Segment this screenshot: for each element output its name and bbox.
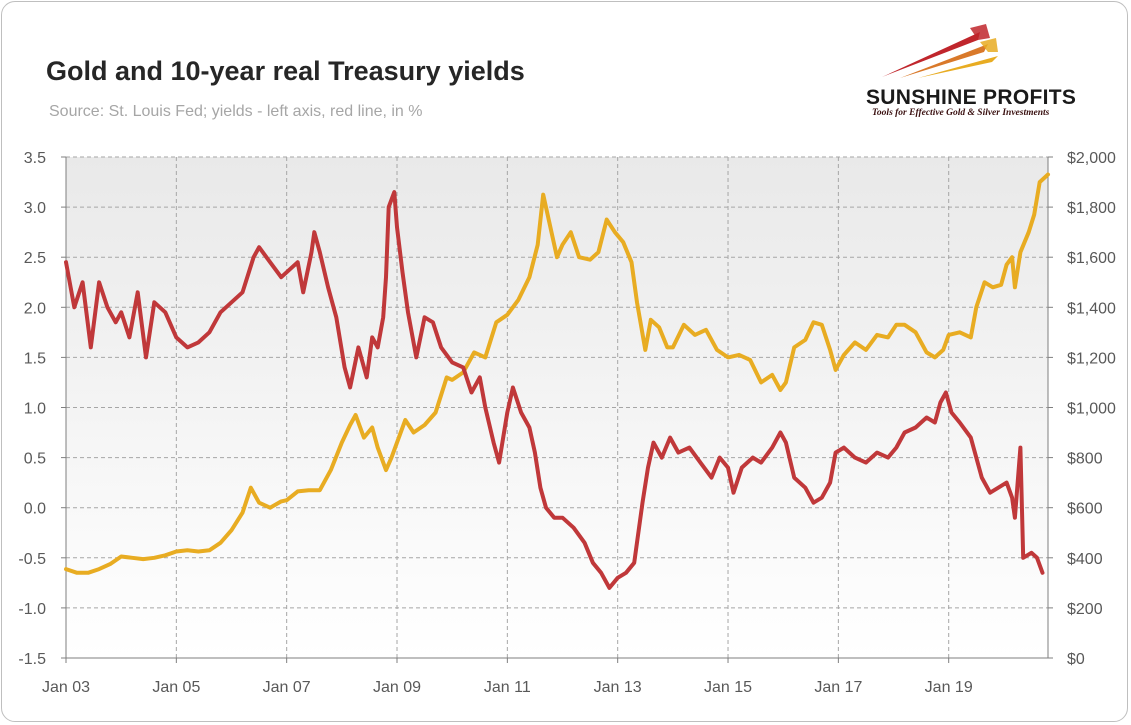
x-tick-label: Jan 11	[484, 679, 531, 696]
y-right-tick-label: $0	[1067, 651, 1085, 668]
y-right-tick-label: $1,000	[1067, 401, 1116, 418]
y-right-tick-label: $400	[1067, 551, 1103, 568]
x-tick-label: Jan 13	[594, 679, 642, 696]
y-right-tick-label: $1,200	[1067, 350, 1116, 367]
chart-subtitle: Source: St. Louis Fed; yields - left axi…	[49, 103, 423, 120]
y-left-tick-label: 3.0	[24, 200, 46, 217]
chart-title: Gold and 10-year real Treasury yields	[46, 56, 525, 86]
logo-name: SUNSHINE PROFITS	[866, 86, 1077, 109]
y-left-tick-label: -0.5	[18, 551, 46, 568]
logo-tagline: Tools for Effective Gold & Silver Invest…	[872, 108, 1050, 118]
sunshine-profits-logo-icon	[882, 24, 998, 78]
gold-price-line	[64, 172, 1050, 575]
y-left-tick-label: -1.5	[18, 651, 46, 668]
y-right-tick-label: $1,600	[1067, 250, 1116, 267]
y-left-tick-label: 1.0	[24, 401, 46, 418]
y-left-tick-label: -1.0	[18, 601, 46, 618]
y-right-tick-label: $2,000	[1067, 150, 1116, 167]
y-right-tick-label: $800	[1067, 451, 1103, 468]
x-tick-label: Jan 19	[925, 679, 973, 696]
x-tick-label: Jan 15	[704, 679, 752, 696]
y-left-tick-label: 2.0	[24, 300, 46, 317]
x-tick-label: Jan 17	[814, 679, 862, 696]
y-left-tick-label: 2.5	[24, 250, 46, 267]
y-left-tick-label: 0.5	[24, 451, 46, 468]
y-left-tick-label: 1.5	[24, 350, 46, 367]
x-tick-label: Jan 07	[263, 679, 311, 696]
y-right-tick-label: $600	[1067, 501, 1103, 518]
y-left-tick-label: 3.5	[24, 150, 46, 167]
y-right-tick-label: $200	[1067, 601, 1103, 618]
y-left-tick-label: 0.0	[24, 501, 46, 518]
x-tick-label: Jan 03	[42, 679, 90, 696]
x-tick-label: Jan 05	[152, 679, 200, 696]
y-right-tick-label: $1,800	[1067, 200, 1116, 217]
yield-line	[64, 190, 1045, 590]
x-tick-label: Jan 09	[373, 679, 421, 696]
y-right-tick-label: $1,400	[1067, 300, 1116, 317]
